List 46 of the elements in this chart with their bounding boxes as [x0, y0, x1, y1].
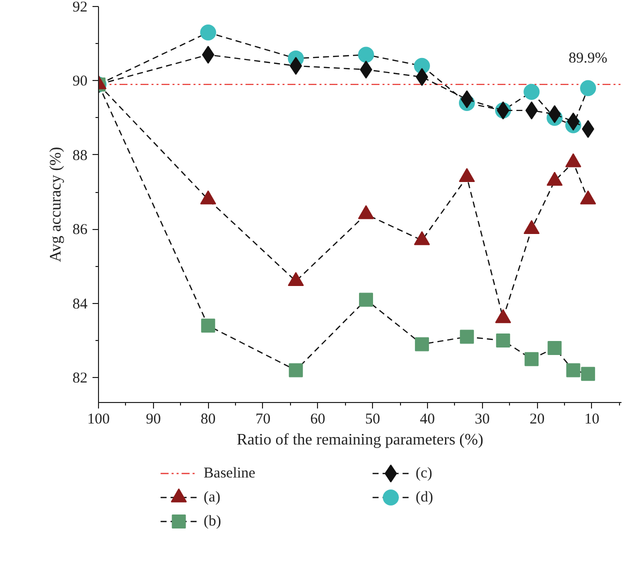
point — [416, 68, 428, 86]
point — [360, 60, 372, 79]
point — [524, 352, 539, 366]
point — [548, 340, 562, 355]
legend-label: Baseline — [204, 466, 256, 482]
point — [566, 363, 580, 378]
legend-label: (c) — [416, 466, 432, 482]
point — [525, 101, 538, 120]
y-tick-label: 84 — [72, 296, 88, 312]
x-tick-label: 30 — [474, 412, 490, 428]
point — [200, 24, 216, 40]
y-tick-label: 90 — [72, 74, 88, 90]
point — [580, 80, 596, 96]
x-tick-label: 50 — [365, 412, 380, 428]
x-tick-label: 20 — [530, 412, 545, 428]
point — [414, 337, 429, 352]
annotation: 89.9% — [568, 50, 608, 66]
point — [359, 292, 374, 307]
point — [548, 105, 561, 124]
x-tick-label: 70 — [255, 412, 270, 428]
x-axis-title: Ratio of the remaining parameters (%) — [236, 432, 484, 448]
point — [201, 318, 216, 333]
x-tick-label: 10 — [584, 412, 600, 428]
point — [202, 46, 214, 64]
x-tick-label: 40 — [420, 412, 435, 428]
y-tick-label: 88 — [72, 148, 88, 164]
y-tick-label: 92 — [72, 0, 88, 16]
x-tick-label: 60 — [310, 412, 326, 428]
point — [496, 334, 510, 348]
point — [460, 330, 474, 344]
x-tick-label: 100 — [87, 412, 110, 428]
y-tick-label: 86 — [72, 222, 88, 238]
x-tick-label: 90 — [146, 412, 161, 428]
point — [524, 84, 540, 100]
legend-label: (b) — [204, 514, 222, 530]
point — [460, 90, 474, 108]
point — [582, 120, 594, 138]
y-axis-title: Avg accuracy (%) — [48, 146, 64, 262]
point — [288, 363, 303, 378]
legend-label: (d) — [416, 490, 434, 506]
point — [358, 46, 374, 63]
y-tick-label: 82 — [72, 370, 88, 387]
point — [581, 366, 596, 381]
legend-label: (a) — [204, 490, 220, 506]
x-tick-label: 80 — [200, 412, 216, 428]
point — [290, 56, 302, 75]
